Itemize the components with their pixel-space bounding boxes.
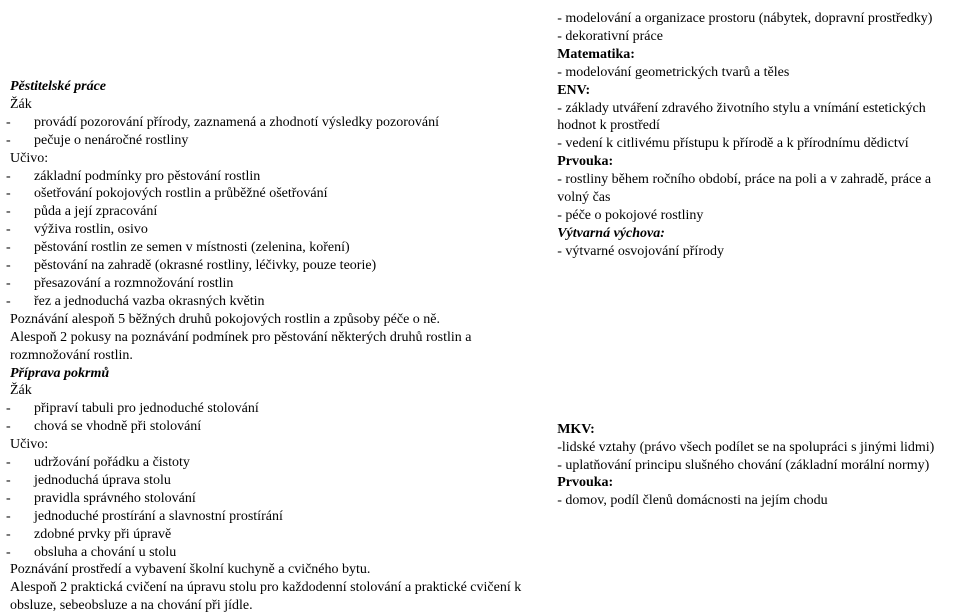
right-text: - výtvarné osvojování přírody (557, 243, 950, 261)
right-text: - domov, podíl členů domácnosti na jejím… (557, 492, 950, 510)
right-text: - dekorativní práce (557, 28, 950, 46)
right-text: - péče o pokojové rostliny (557, 207, 950, 225)
zak-label-2: Žák (10, 382, 541, 400)
paragraph: Poznávání alespoň 5 běžných druhů pokojo… (10, 311, 541, 329)
list-item: zdobné prvky při úpravě (10, 526, 541, 544)
zak2-list: připraví tabuli pro jednoduché stolování… (10, 400, 541, 436)
paragraph: Alespoň 2 praktická cvičení na úpravu st… (10, 579, 541, 615)
zak1-list: provádí pozorování přírody, zaznamená a … (10, 114, 541, 150)
section-title-priprava: Příprava pokrmů (10, 365, 541, 383)
list-item: pečuje o nenáročné rostliny (10, 132, 541, 150)
right-text: - modelování a organizace prostoru (náby… (557, 10, 950, 28)
heading-prvouka-2: Prvouka: (557, 474, 950, 492)
list-item: řez a jednoduchá vazba okrasných květin (10, 293, 541, 311)
list-item: provádí pozorování přírody, zaznamená a … (10, 114, 541, 132)
paragraph: Alespoň 2 pokusy na poznávání podmínek p… (10, 329, 541, 365)
list-item: pravidla správného stolování (10, 490, 541, 508)
paragraph: Poznávání prostředí a vybavení školní ku… (10, 561, 541, 579)
list-item: přesazování a rozmnožování rostlin (10, 275, 541, 293)
heading-matematika: Matematika: (557, 46, 950, 64)
left-column: Pěstitelské práce Žák provádí pozorování… (10, 6, 555, 608)
list-item: připraví tabuli pro jednoduché stolování (10, 400, 541, 418)
ucivo-label-2: Učivo: (10, 436, 541, 454)
list-item: pěstování na zahradě (okrasné rostliny, … (10, 257, 541, 275)
list-item: obsluha a chování u stolu (10, 544, 541, 562)
right-text: -lidské vztahy (právo všech podílet se n… (557, 439, 950, 457)
list-item: udržování pořádku a čistoty (10, 454, 541, 472)
list-item: jednoduché prostírání a slavnostní prost… (10, 508, 541, 526)
ucivo-label-1: Učivo: (10, 150, 541, 168)
right-column: - modelování a organizace prostoru (náby… (555, 6, 950, 608)
ucivo1-list: základní podmínky pro pěstování rostlin … (10, 168, 541, 311)
list-item: výživa rostlin, osivo (10, 221, 541, 239)
zak-label-1: Žák (10, 96, 541, 114)
right-text: - vedení k citlivému přístupu k přírodě … (557, 135, 950, 153)
list-item: jednoduchá úprava stolu (10, 472, 541, 490)
list-item: ošetřování pokojových rostlin a průběžné… (10, 185, 541, 203)
page-root: Pěstitelské práce Žák provádí pozorování… (0, 0, 960, 614)
right-text: - modelování geometrických tvarů a těles (557, 64, 950, 82)
heading-mkv: MKV: (557, 421, 950, 439)
list-item: půda a její zpracování (10, 203, 541, 221)
heading-env: ENV: (557, 82, 950, 100)
ucivo2-list: udržování pořádku a čistoty jednoduchá ú… (10, 454, 541, 561)
heading-vytvarna: Výtvarná výchova: (557, 225, 950, 243)
right-text: - základy utváření zdravého životního st… (557, 100, 950, 136)
list-item: pěstování rostlin ze semen v místnosti (… (10, 239, 541, 257)
right-text: - uplatňování principu slušného chování … (557, 457, 950, 475)
list-item: základní podmínky pro pěstování rostlin (10, 168, 541, 186)
list-item: chová se vhodně při stolování (10, 418, 541, 436)
heading-prvouka-1: Prvouka: (557, 153, 950, 171)
vertical-gap (557, 261, 950, 421)
right-text: - rostliny během ročního období, práce n… (557, 171, 950, 207)
section-title-pestitelske: Pěstitelské práce (10, 78, 541, 96)
